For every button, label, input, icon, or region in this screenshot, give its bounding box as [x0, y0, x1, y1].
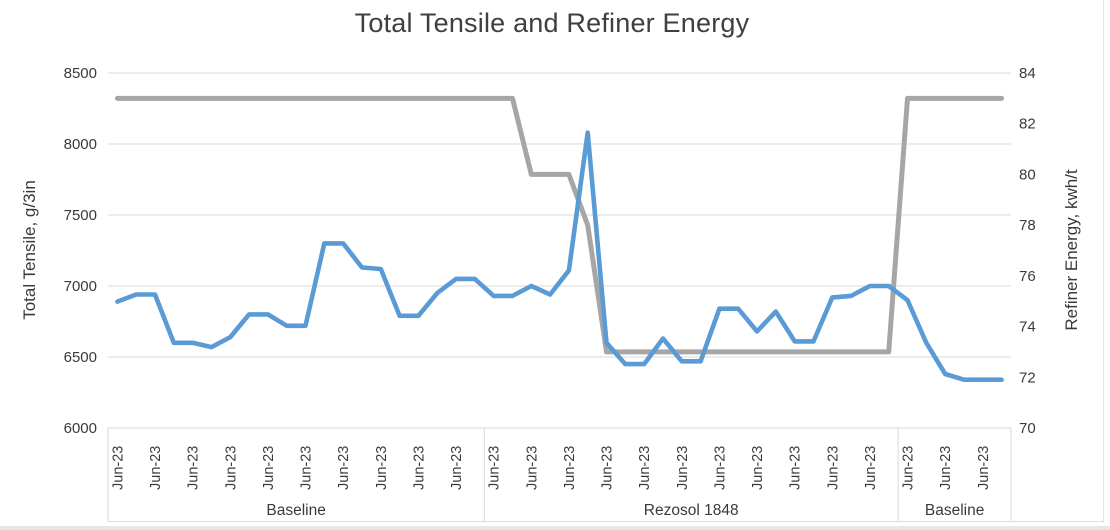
window-bottom-edge: [0, 526, 1110, 530]
x-axis-tick-label: Jun-23: [863, 446, 879, 490]
x-axis-tick-label: Jun-23: [675, 446, 691, 490]
x-axis-tick-label: Jun-23: [524, 446, 540, 490]
x-axis-tick-label: Jun-23: [299, 446, 315, 490]
x-axis-tick-label: Jun-23: [976, 446, 992, 490]
series-line-total-tensile: [115, 130, 1004, 383]
series-line-refiner-energy: [114, 95, 1005, 355]
x-axis-tick-label: Jun-23: [712, 446, 728, 490]
x-axis-tick-label: Jun-23: [750, 446, 766, 490]
category-group-label: Rezosol 1848: [644, 502, 739, 519]
x-axis-tick-label: Jun-23: [261, 446, 277, 490]
x-axis-tick-label: Jun-23: [901, 446, 917, 490]
x-axis-tick-label: Jun-23: [411, 446, 427, 490]
x-axis-tick-label: Jun-23: [562, 446, 578, 490]
x-axis-tick-label: Jun-23: [336, 446, 352, 490]
x-axis-tick-label: Jun-23: [938, 446, 954, 490]
right-axis-tick-label: 78: [1019, 217, 1036, 234]
chart-right-border: [1103, 0, 1104, 521]
x-axis-tick-label: Jun-23: [449, 446, 465, 490]
chart-bottom-border: [108, 521, 1104, 522]
x-axis-tick-label: Jun-23: [148, 446, 164, 490]
category-group-label: Baseline: [266, 502, 325, 519]
x-axis-tick-label: Jun-23: [186, 446, 202, 490]
left-axis-tick-label: 6500: [64, 349, 97, 366]
x-axis-tick-label: Jun-23: [600, 446, 616, 490]
x-axis-tick-label: Jun-23: [110, 446, 126, 490]
chart-title: Total Tensile and Refiner Energy: [354, 8, 750, 38]
right-axis-tick-label: 72: [1019, 369, 1036, 386]
left-axis-tick-label: 6000: [64, 420, 97, 437]
right-axis-tick-label: 76: [1019, 268, 1036, 285]
left-axis-tick-label: 8000: [64, 136, 97, 153]
x-axis-tick-label: Jun-23: [487, 446, 503, 490]
right-axis-tick-label: 70: [1019, 420, 1036, 437]
left-axis-tick-label: 8500: [64, 65, 97, 82]
category-group-label: Baseline: [925, 502, 984, 519]
right-axis-tick-label: 84: [1019, 65, 1036, 82]
x-axis-tick-label: Jun-23: [825, 446, 841, 490]
right-axis-tick-label: 80: [1019, 166, 1036, 183]
x-axis-tick-label: Jun-23: [788, 446, 804, 490]
x-axis-tick-label: Jun-23: [637, 446, 653, 490]
left-axis-tick-label: 7500: [64, 207, 97, 224]
right-axis-tick-label: 82: [1019, 116, 1036, 133]
x-axis-tick-label: Jun-23: [223, 446, 239, 490]
x-axis-tick-label: Jun-23: [374, 446, 390, 490]
left-axis-tick-label: 7000: [64, 278, 97, 295]
right-axis-tick-label: 74: [1019, 319, 1036, 336]
